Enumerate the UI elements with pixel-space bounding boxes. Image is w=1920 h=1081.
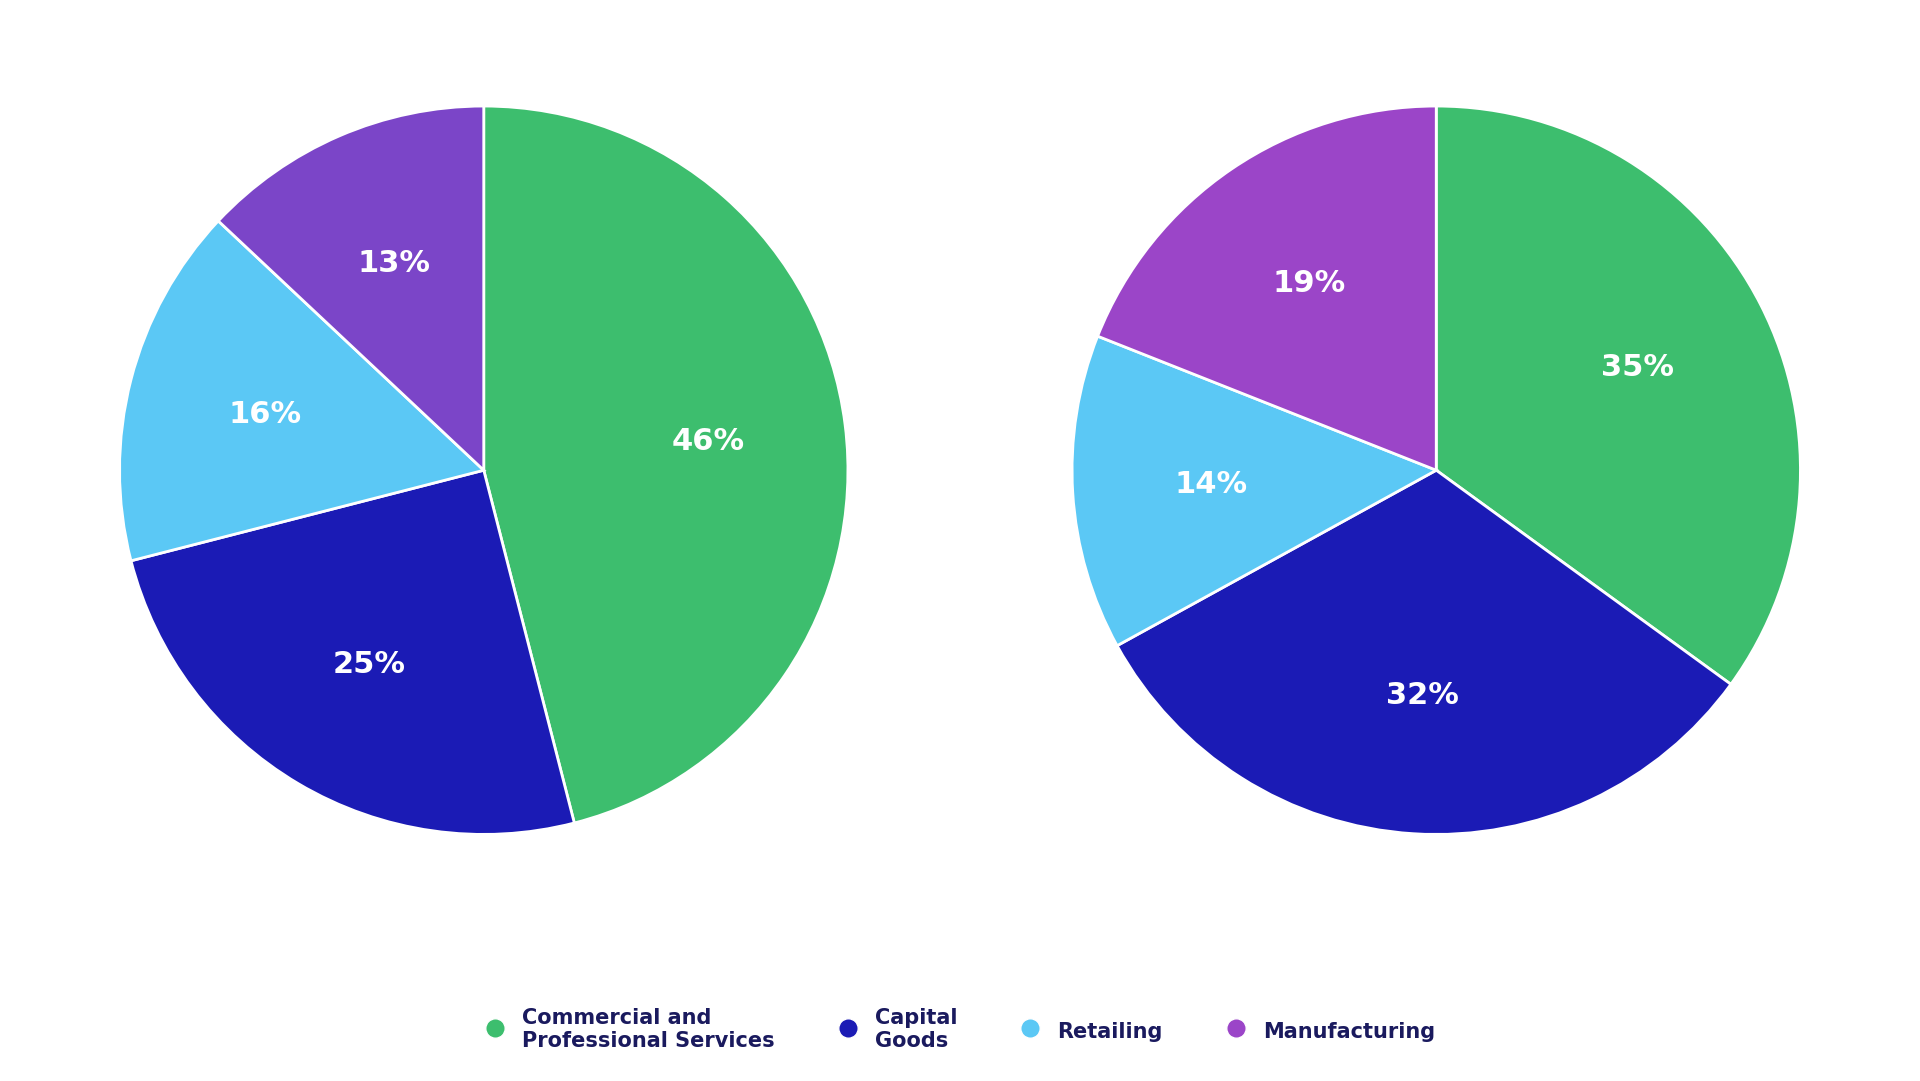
Legend: Commercial and
Professional Services, Capital
Goods, Retailing, Manufacturing: Commercial and Professional Services, Ca…	[476, 1000, 1444, 1059]
Text: 14%: 14%	[1175, 470, 1248, 499]
Wedge shape	[1071, 336, 1436, 645]
Text: 25%: 25%	[332, 650, 405, 679]
Text: 16%: 16%	[228, 400, 301, 428]
Wedge shape	[219, 106, 484, 470]
Wedge shape	[1117, 470, 1732, 835]
Text: 46%: 46%	[672, 427, 745, 456]
Text: 13%: 13%	[357, 249, 430, 278]
Wedge shape	[1098, 106, 1436, 470]
Wedge shape	[131, 470, 574, 835]
Text: 19%: 19%	[1273, 269, 1346, 298]
Wedge shape	[484, 106, 849, 823]
Wedge shape	[119, 221, 484, 561]
Text: 35%: 35%	[1601, 353, 1674, 383]
Wedge shape	[1436, 106, 1801, 684]
Text: 32%: 32%	[1386, 681, 1459, 710]
